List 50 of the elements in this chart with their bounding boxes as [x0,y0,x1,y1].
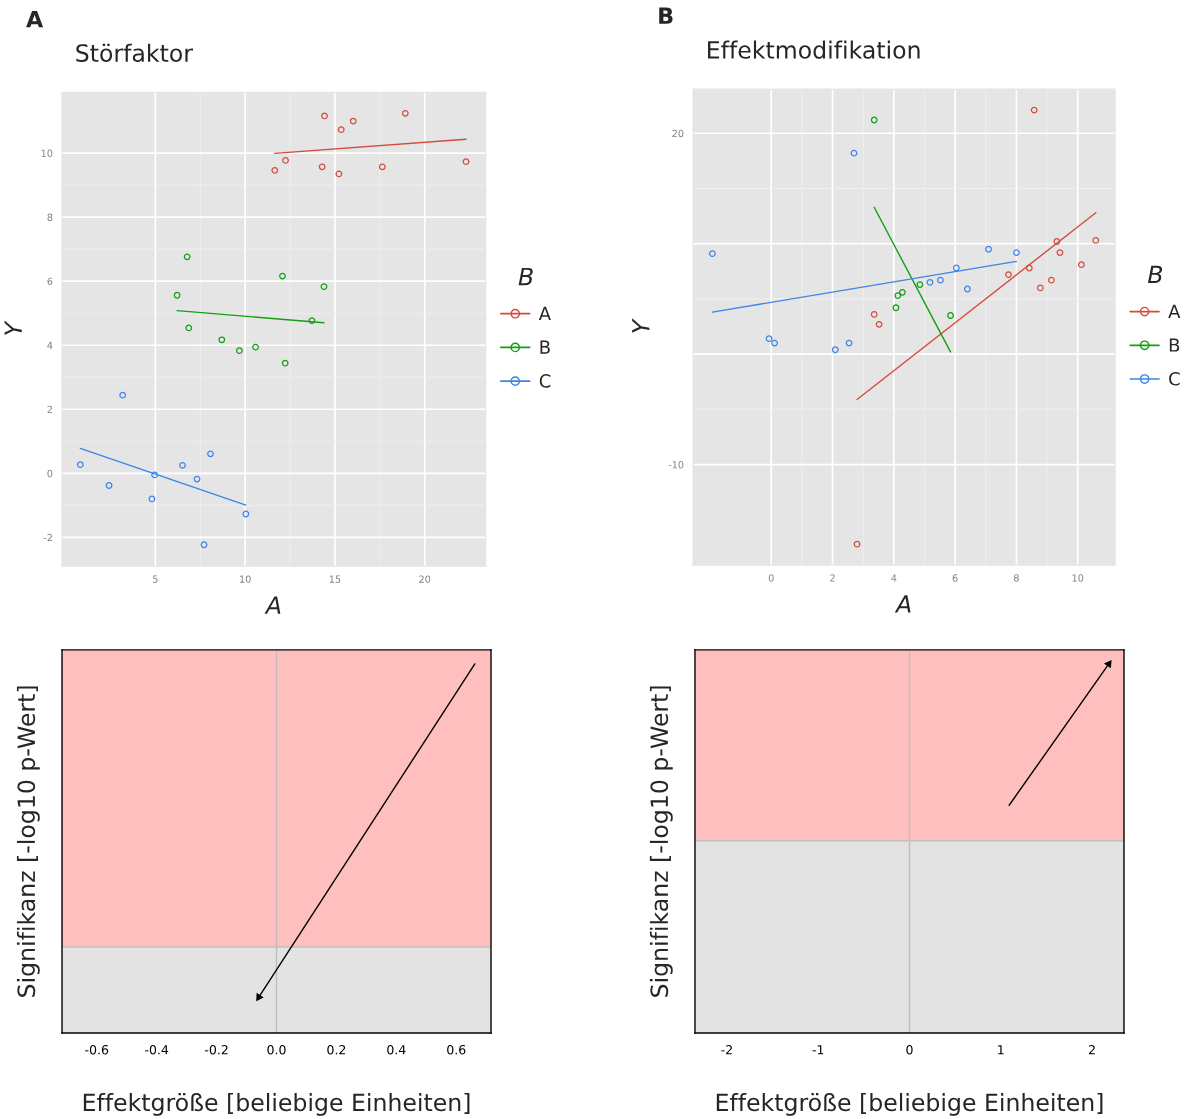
x-tick-label: 2 [1088,1044,1095,1055]
x-tick-label: -1 [812,1045,824,1055]
legend-label: B [540,340,550,354]
x-tick-label: 0 [768,574,774,582]
x-tick-label: 5 [153,575,158,583]
x-tick-label: -0.2 [205,1044,228,1055]
y-tick-label: 4 [47,341,53,349]
x-tick-label: 15 [329,575,341,583]
x-axis-title: Effektgröße [beliebige Einheiten] [83,1092,470,1116]
legend-title: B [518,267,533,286]
y-tick-label: 8 [47,213,53,221]
y-axis-title: Signifikanz [-log10 p-Wert] [16,686,40,997]
x-tick-label: 20 [419,575,431,583]
chart-title: Effektmodifikation [708,40,920,59]
y-tick-label: 2 [47,405,52,413]
chart-title: Störfaktor [76,43,193,62]
x-tick-label: -2 [721,1044,732,1055]
x-tick-label: 2 [830,574,835,582]
y-tick-label: 6 [47,277,53,285]
legend-label: B [1169,338,1180,352]
legend-title: B [1147,265,1163,284]
text: A [26,11,44,28]
x-tick-label: 0.0 [267,1044,286,1055]
y-tick-label: 0 [47,469,53,478]
y-axis-title: Y [4,320,22,335]
y-tick-label: 10 [41,149,53,157]
x-tick-label: 0.6 [447,1044,466,1055]
y-tick-label: -2 [43,533,52,542]
legend-label: C [1169,371,1180,386]
x-tick-label: 0.2 [327,1044,346,1055]
x-tick-label: -0.4 [145,1044,169,1055]
legend-label: C [539,374,551,388]
legend-label: A [1168,304,1181,318]
x-axis-title: A [894,595,911,613]
x-axis-title: A [264,596,281,614]
legend-label: A [538,306,551,321]
x-axis-title: Effektgröße [beliebige Einheiten] [716,1092,1103,1116]
y-tick-label: -10 [668,461,684,469]
x-tick-label: 6 [952,574,958,582]
y-axis-title: Y [632,318,650,333]
x-tick-label: 10 [1072,574,1084,582]
x-tick-label: 0.4 [387,1044,406,1055]
y-axis-title: Signifikanz [-log10 p-Wert] [649,686,673,997]
x-tick-label: 8 [1014,574,1019,582]
x-tick-label: 4 [891,574,897,582]
x-tick-label: -0.6 [85,1044,109,1055]
x-tick-label: 10 [240,575,251,583]
x-tick-label: 0 [906,1044,913,1055]
x-tick-label: 1 [998,1045,1004,1055]
text: B [659,7,673,24]
